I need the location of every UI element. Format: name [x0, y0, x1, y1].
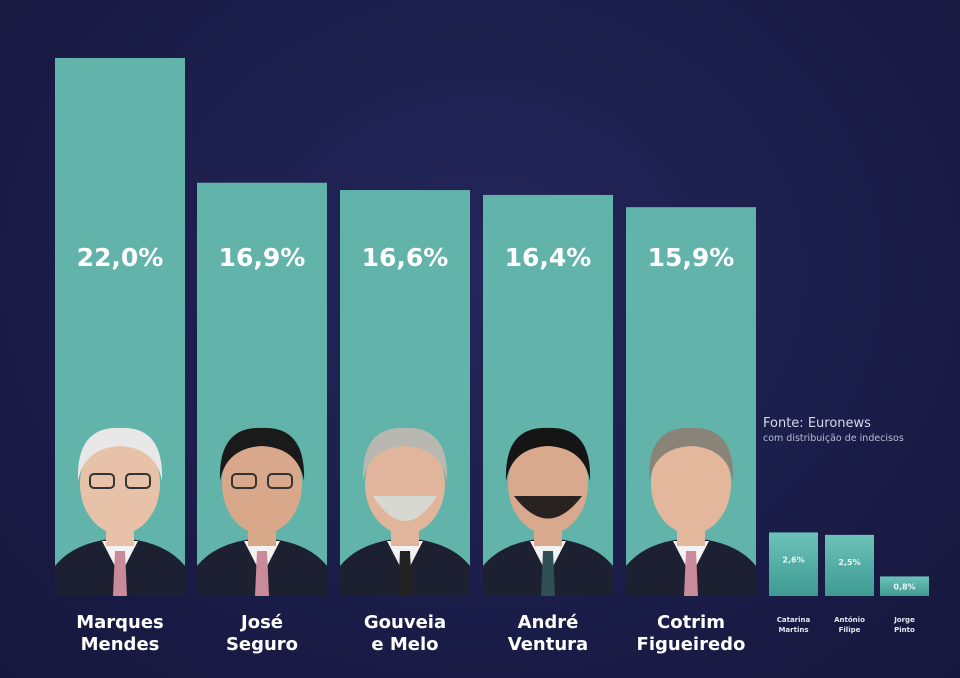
category-label-4-line-1: Figueiredo [637, 634, 746, 655]
source-subtitle: com distribuição de indecisos [763, 433, 904, 444]
category-label-6-line-0: António [834, 616, 865, 624]
value-label-7: 0,8% [893, 582, 915, 591]
value-label-3: 16,4% [505, 243, 592, 272]
category-label-3-line-1: Ventura [508, 634, 588, 655]
value-label-2: 16,6% [362, 243, 449, 272]
portrait-jose-seguro-icon [197, 427, 327, 596]
category-label-5-line-0: Catarina [777, 616, 811, 624]
value-label-6: 2,5% [838, 558, 860, 567]
bar-5 [769, 532, 818, 596]
value-label-4: 15,9% [648, 243, 735, 272]
bar-6 [825, 534, 874, 596]
bar-7 [880, 576, 929, 596]
source-note: Fonte: Euronews com distribuição de inde… [763, 416, 904, 444]
category-label-2-line-0: Gouveia [364, 612, 446, 633]
portrait-andre-ventura-icon [483, 427, 613, 596]
category-label-6-line-1: Filipe [839, 626, 861, 634]
category-label-7-line-1: Pinto [894, 626, 915, 634]
category-label-7-line-0: Jorge [893, 616, 915, 624]
value-label-0: 22,0% [77, 243, 164, 272]
category-label-1-line-0: José [239, 612, 283, 633]
category-label-3-line-0: André [518, 612, 579, 633]
category-label-2-line-1: e Melo [371, 634, 438, 655]
source-title: Fonte: Euronews [763, 416, 871, 431]
category-label-0-line-1: Mendes [81, 634, 160, 655]
category-label-5-line-1: Martins [778, 626, 808, 634]
portrait-gouveia-e-melo-icon [340, 427, 470, 596]
category-label-1-line-1: Seguro [226, 634, 298, 655]
value-label-5: 2,6% [782, 555, 804, 564]
portrait-cotrim-figueiredo-icon [626, 427, 756, 596]
value-label-1: 16,9% [219, 243, 306, 272]
category-label-4-line-0: Cotrim [657, 612, 725, 633]
category-label-0-line-0: Marques [76, 612, 164, 633]
portrait-marques-mendes-icon [55, 427, 185, 596]
